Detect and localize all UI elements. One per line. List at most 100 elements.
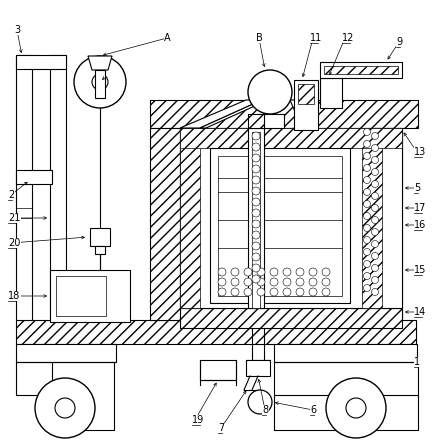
Text: 21: 21 [8,213,20,223]
Text: 1: 1 [414,357,420,367]
Bar [95,70,105,98]
Circle shape [283,288,291,296]
Circle shape [270,268,278,276]
Circle shape [231,278,239,286]
Circle shape [309,268,317,276]
Circle shape [296,288,304,296]
Circle shape [372,180,378,187]
Circle shape [231,268,239,276]
Bar [95,246,105,254]
Text: 2: 2 [8,190,14,200]
Circle shape [363,273,371,279]
Bar [90,228,110,246]
Bar [16,170,52,184]
Text: 13: 13 [414,147,426,157]
Circle shape [322,278,330,286]
Circle shape [372,264,378,271]
Circle shape [363,152,371,160]
Bar [16,55,66,69]
Circle shape [257,268,265,276]
Bar [50,55,66,320]
Circle shape [270,278,278,286]
Circle shape [252,253,260,261]
Circle shape [363,164,371,171]
Circle shape [372,168,378,175]
Circle shape [252,242,260,250]
Text: 3: 3 [14,25,20,35]
Text: 8: 8 [262,405,268,415]
Text: 11: 11 [310,33,322,43]
Bar [294,80,318,130]
Circle shape [252,154,260,162]
Text: 9: 9 [396,37,402,47]
Bar [180,128,200,308]
Circle shape [372,133,378,140]
Circle shape [252,220,260,228]
Text: 18: 18 [8,291,20,301]
Circle shape [363,213,371,220]
Bar [362,128,382,308]
Circle shape [244,268,252,276]
Bar [16,344,116,362]
Circle shape [74,56,126,108]
Text: 19: 19 [192,415,204,425]
Circle shape [252,198,260,206]
Circle shape [372,145,378,152]
Circle shape [252,165,260,173]
Bar [274,344,417,362]
Text: 16: 16 [414,220,426,230]
Circle shape [244,288,252,296]
Bar [256,114,284,128]
Circle shape [363,248,371,255]
Polygon shape [200,100,268,128]
Text: 17: 17 [414,203,426,213]
Circle shape [35,378,95,438]
Text: 14: 14 [414,307,426,317]
Polygon shape [88,56,112,70]
Text: 5: 5 [414,183,420,193]
Circle shape [218,288,226,296]
Circle shape [363,285,371,292]
Circle shape [244,278,252,286]
Bar [16,320,416,344]
Bar [248,114,264,128]
Bar [324,66,398,74]
Circle shape [252,231,260,239]
Circle shape [363,176,371,183]
Text: 15: 15 [414,265,426,275]
Bar [248,128,264,308]
Bar [16,55,32,320]
Circle shape [248,70,292,114]
Text: 20: 20 [8,238,20,248]
Text: B: B [256,33,263,43]
Circle shape [55,398,75,418]
Text: A: A [164,33,171,43]
Circle shape [309,288,317,296]
Circle shape [218,278,226,286]
Circle shape [363,141,371,148]
Circle shape [231,288,239,296]
Circle shape [252,264,260,272]
Circle shape [283,268,291,276]
Circle shape [372,277,378,283]
Text: 6: 6 [310,405,316,415]
Circle shape [363,188,371,195]
Circle shape [218,268,226,276]
Circle shape [363,236,371,244]
Bar [56,276,106,316]
Circle shape [252,209,260,217]
Bar [320,62,402,78]
Circle shape [346,398,366,418]
Circle shape [257,278,265,286]
Circle shape [248,390,272,414]
Circle shape [363,260,371,267]
Circle shape [363,201,371,207]
Circle shape [372,289,378,296]
Circle shape [309,278,317,286]
Bar [298,84,314,104]
Circle shape [252,143,260,151]
Circle shape [326,378,386,438]
Bar [180,128,402,308]
Circle shape [372,240,378,248]
Circle shape [372,205,378,212]
